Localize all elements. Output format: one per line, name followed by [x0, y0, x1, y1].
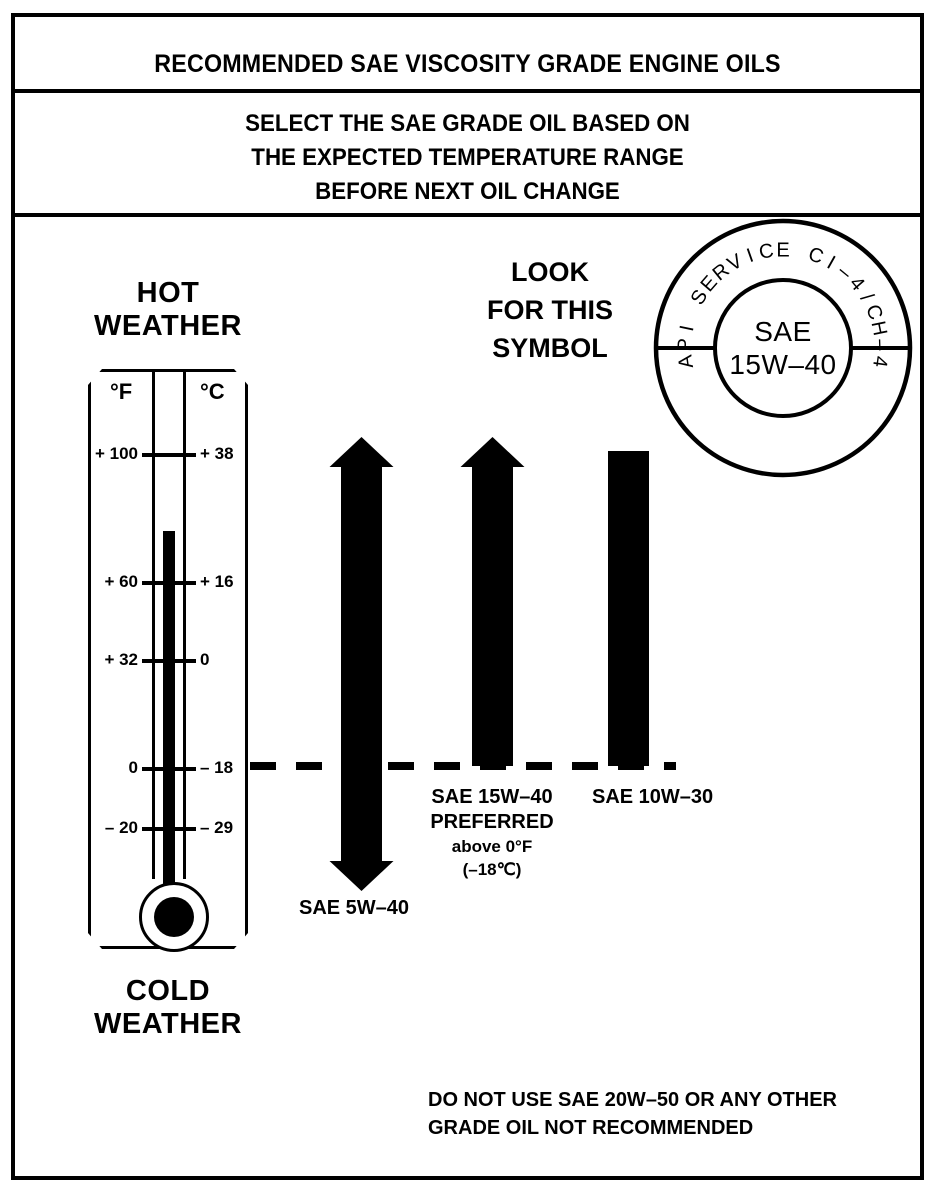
- scale-label-celsius: – 29: [200, 818, 234, 837]
- cold-weather-line-1: COLD: [125, 975, 211, 1007]
- api-service-symbol: A P I S E R V I C E C I –4/C H –4 SAE 15W–40: [653, 218, 913, 478]
- api-center-line-1: SAE: [754, 316, 812, 347]
- hot-weather-line-1: HOT: [136, 277, 200, 309]
- scale-tick: [142, 453, 196, 457]
- warning-line-2: GRADE OIL NOT RECOMMENDED: [428, 1117, 754, 1139]
- bar-label-15w40-celsius: (–18℃): [462, 860, 522, 879]
- symbol-callout: LOOK FOR THIS SYMBOL: [460, 253, 640, 367]
- header-divider-2: [11, 213, 924, 217]
- outer-frame: [11, 13, 924, 1180]
- scale-tick: [142, 581, 196, 585]
- bar-label-15w40: SAE 15W–40 PREFERRED above 0°F (–18℃): [397, 786, 587, 881]
- page-title: RECOMMENDED SAE VISCOSITY GRADE ENGINE O…: [154, 50, 781, 78]
- cold-weather-line-2: WEATHER: [94, 1008, 242, 1040]
- api-ring-char: H: [866, 319, 890, 338]
- scale-label-fahrenheit: + 60: [104, 572, 138, 591]
- bar-label-5w40: SAE 5W–40: [299, 897, 410, 919]
- api-ring-char: I: [676, 323, 699, 333]
- scale-label-fahrenheit: + 32: [104, 650, 138, 669]
- scale-label-celsius: – 18: [200, 758, 234, 777]
- mercury-column: [163, 531, 175, 894]
- bar-label-15w40-grade: SAE 15W–40: [431, 786, 553, 808]
- api-ring-char: A: [674, 353, 698, 370]
- api-ring-char: P: [674, 338, 696, 352]
- thermometer-tube: [152, 369, 186, 879]
- hot-weather-caption: HOT WEATHER: [58, 277, 278, 343]
- api-ring-char: C: [757, 240, 775, 264]
- warning-line-1: DO NOT USE SAE 20W–50 OR ANY OTHER: [428, 1089, 837, 1111]
- fahrenheit-unit-label: °F: [110, 379, 133, 404]
- symbol-callout-line-1: LOOK: [511, 257, 589, 287]
- celsius-unit-label: °C: [200, 379, 225, 404]
- scale-label-fahrenheit: 0: [128, 758, 138, 777]
- api-inner-circle: [713, 278, 853, 418]
- api-ring-char: C: [805, 243, 826, 269]
- bar-label-15w40-preferred: PREFERRED: [430, 811, 554, 833]
- page-subtitle: SELECT THE SAE GRADE OIL BASED ON THE EX…: [43, 107, 892, 209]
- scale-tick: [142, 827, 196, 831]
- api-ring-char: –: [869, 339, 891, 352]
- symbol-callout-line-2: FOR THIS: [487, 295, 613, 325]
- bar-label-15w40-above: above 0°F: [451, 837, 533, 856]
- hot-weather-line-2: WEATHER: [94, 310, 242, 342]
- scale-label-celsius: + 38: [200, 444, 234, 463]
- symbol-callout-line-3: SYMBOL: [492, 333, 608, 363]
- thermometer-bulb: [154, 897, 194, 937]
- subtitle-line-1: SELECT THE SAE GRADE OIL BASED ON: [245, 110, 690, 137]
- api-center-line-2: 15W–40: [729, 349, 837, 380]
- cold-weather-caption: COLD WEATHER: [58, 975, 278, 1041]
- scale-label-celsius: + 16: [200, 572, 234, 591]
- scale-label-fahrenheit: + 100: [94, 444, 138, 463]
- scale-tick: [142, 767, 196, 771]
- api-ring-char: 4: [868, 355, 891, 369]
- header-divider-1: [11, 89, 924, 93]
- api-center-text: SAE 15W–40: [653, 218, 913, 478]
- thermometer: °F °C + 100 + 38 + 60 + 16 + 32 0 0 – 18 – 20 – 2…: [88, 369, 248, 952]
- scale-tick: [142, 659, 196, 663]
- warning-text: DO NOT USE SAE 20W–50 OR ANY OTHER GRADE…: [428, 1086, 918, 1142]
- subtitle-line-2: THE EXPECTED TEMPERATURE RANGE: [251, 144, 684, 171]
- bar-label-10w30: SAE 10W–30: [592, 786, 714, 808]
- scale-label-celsius: 0: [200, 650, 210, 669]
- subtitle-line-3: BEFORE NEXT OIL CHANGE: [315, 178, 620, 205]
- scale-label-fahrenheit: – 20: [104, 818, 138, 837]
- api-ring-char: E: [776, 239, 789, 261]
